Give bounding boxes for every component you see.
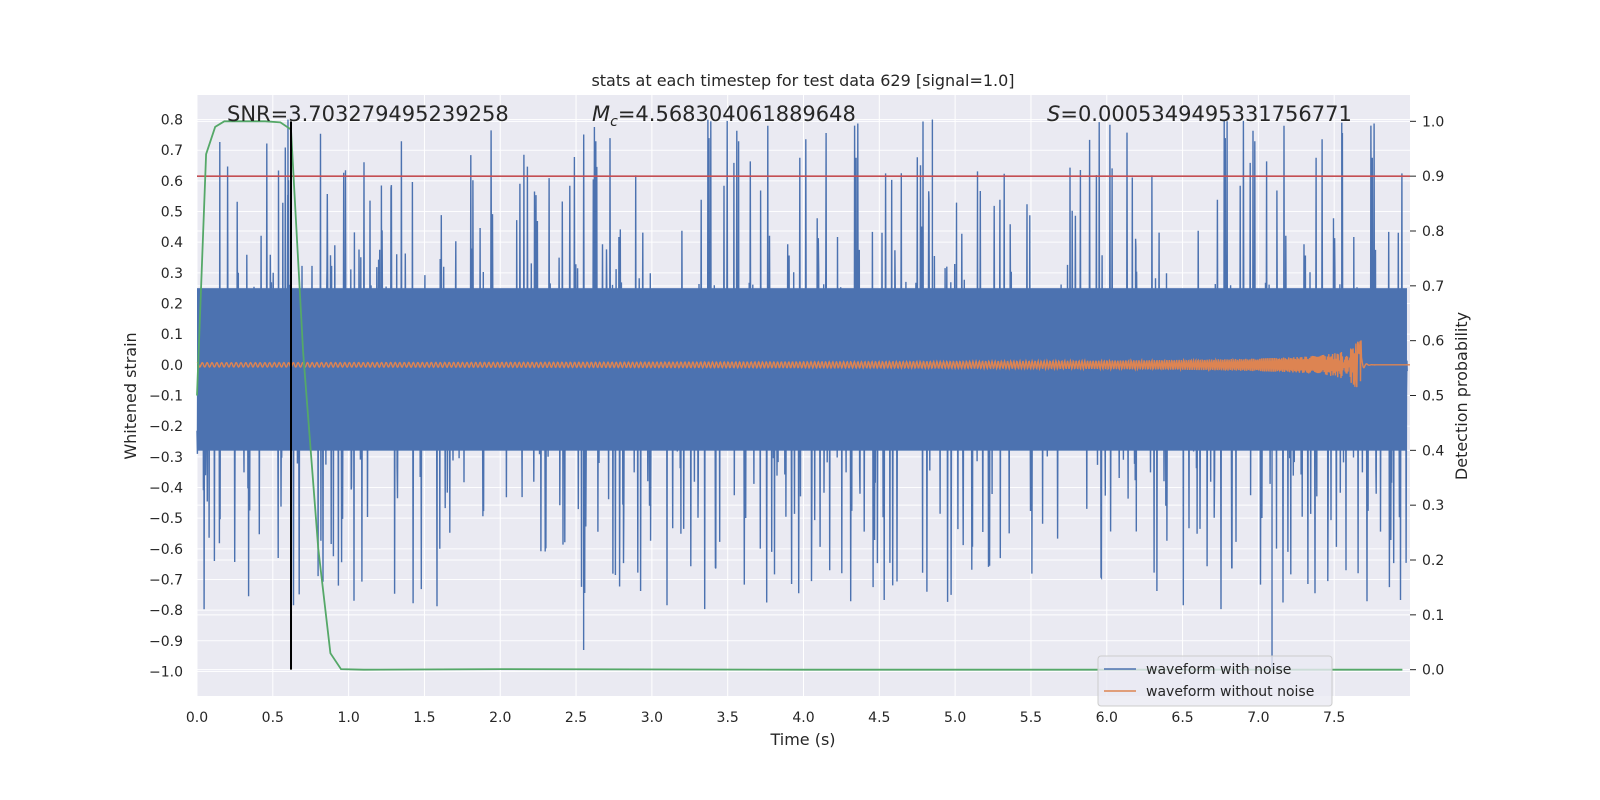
s-annotation: S=0.0005349495331756771 [1047, 102, 1352, 126]
y-tick-label: 0.2 [161, 297, 183, 313]
x-tick-label: 2.0 [489, 710, 511, 726]
x-tick-label: 1.0 [337, 710, 359, 726]
y-tick-label: −0.6 [149, 542, 183, 558]
chirp-mass-annotation: Mc=4.568304061889648 [592, 102, 856, 130]
y2-tick-label: 0.2 [1422, 553, 1444, 569]
y2-tick-label: 0.1 [1422, 608, 1444, 624]
y2-axis-ticks: 1.0 0.9 0.8 0.7 0.6 0.5 0.4 0.3 0.2 0.1 0.0 [1410, 114, 1444, 679]
y-tick-label: 0.7 [161, 143, 183, 159]
x-tick-label: 6.0 [1096, 710, 1118, 726]
legend-label-noise: waveform with noise [1146, 662, 1291, 678]
s-value: =0.0005349495331756771 [1060, 102, 1352, 126]
y-tick-label: −0.2 [149, 419, 183, 435]
y-tick-label: −0.1 [149, 389, 183, 405]
y2-tick-label: 0.4 [1422, 443, 1444, 459]
legend-label-clean: waveform without noise [1146, 684, 1314, 700]
x-tick-label: 4.5 [868, 710, 890, 726]
y-tick-label: 0.0 [161, 358, 183, 374]
snr-annotation: SNR=3.703279495239258 [227, 102, 509, 126]
chirp-mass-symbol: M [592, 102, 610, 126]
series-waveform-without-noise [196, 340, 1410, 388]
y-tick-label: −0.8 [149, 603, 183, 619]
clean-chirp-trace [196, 340, 1410, 388]
x-tick-label: 0.0 [186, 710, 208, 726]
x-axis-ticks: 0.0 0.5 1.0 1.5 2.0 2.5 3.0 3.5 4.0 4.5 5.0 5.5 6.0 6… [186, 710, 1345, 726]
y2-tick-label: 0.3 [1422, 498, 1444, 514]
y-tick-label: 0.4 [161, 235, 183, 251]
x-tick-label: 5.0 [944, 710, 966, 726]
x-tick-label: 7.5 [1323, 710, 1345, 726]
s-symbol: S [1047, 102, 1060, 126]
y2-axis-label: Detection probability [1452, 312, 1471, 480]
y2-tick-label: 1.0 [1422, 114, 1444, 130]
chart-title: stats at each timestep for test data 629… [591, 71, 1014, 90]
x-tick-label: 4.0 [792, 710, 814, 726]
x-tick-label: 2.5 [565, 710, 587, 726]
y2-tick-label: 0.9 [1422, 169, 1444, 185]
chirp-mass-subscript: c [610, 114, 618, 130]
x-axis-label: Time (s) [769, 730, 835, 749]
x-tick-label: 5.5 [1020, 710, 1042, 726]
x-tick-label: 1.5 [413, 710, 435, 726]
x-tick-label: 6.5 [1171, 710, 1193, 726]
y-axis-ticks: 0.8 0.7 0.6 0.5 0.4 0.3 0.2 0.1 0.0 −0.1 −0.2 −0.3 −… [149, 113, 183, 681]
y2-tick-label: 0.5 [1422, 389, 1444, 405]
x-tick-label: 0.5 [262, 710, 284, 726]
y-tick-label: −0.4 [149, 480, 183, 496]
y-tick-label: −0.9 [149, 634, 183, 650]
chirp-mass-value: =4.568304061889648 [618, 102, 856, 126]
y-tick-label: 0.3 [161, 266, 183, 282]
y2-tick-label: 0.6 [1422, 334, 1444, 350]
y2-tick-label: 0.0 [1422, 663, 1444, 679]
x-tick-label: 3.0 [641, 710, 663, 726]
y-tick-label: 0.6 [161, 174, 183, 190]
y2-tick-label: 0.8 [1422, 224, 1444, 240]
y-axis-label: Whitened strain [121, 332, 140, 459]
y-tick-label: −0.5 [149, 511, 183, 527]
legend: waveform with noise waveform without noi… [1097, 655, 1333, 707]
detection-overlay [196, 120, 1410, 671]
detection-probability-line [196, 120, 1403, 671]
y-tick-label: 0.8 [161, 113, 183, 129]
legend-box [1097, 655, 1333, 707]
y-tick-label: 0.1 [161, 327, 183, 343]
x-tick-label: 7.0 [1247, 710, 1269, 726]
y-tick-label: 0.5 [161, 205, 183, 221]
y-tick-label: −1.0 [149, 664, 183, 680]
x-tick-label: 3.5 [717, 710, 739, 726]
y-tick-label: −0.3 [149, 450, 183, 466]
y2-tick-label: 0.7 [1422, 279, 1444, 295]
y-tick-label: −0.7 [149, 572, 183, 588]
